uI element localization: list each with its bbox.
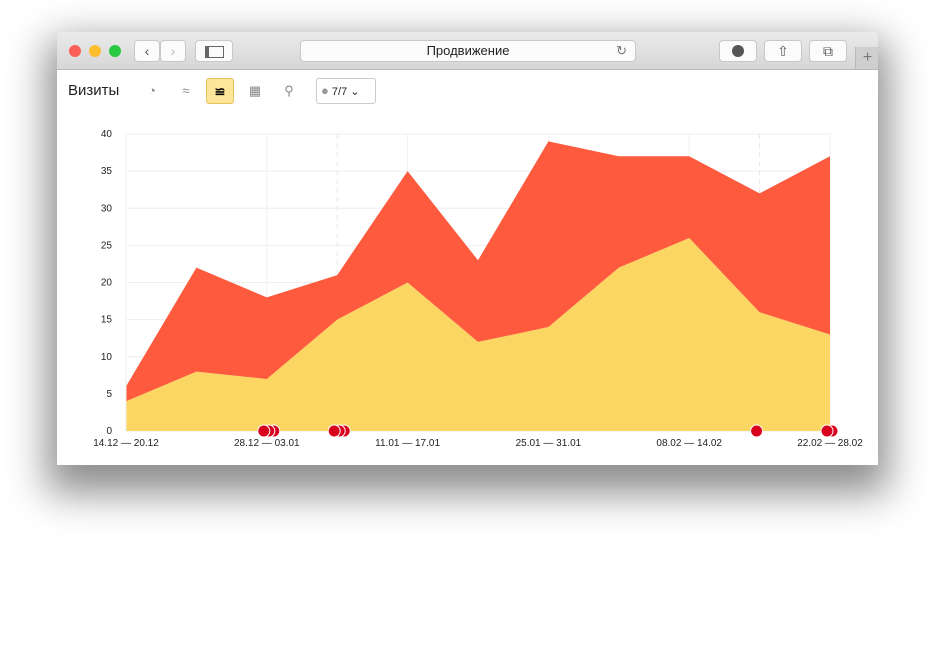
back-button[interactable]: ‹ <box>134 40 160 62</box>
x-tick-label: 22.02 — 28.02 <box>797 438 863 449</box>
note-marker-icon <box>257 424 271 438</box>
share-icon: ⇧ <box>777 43 789 59</box>
x-tick-label: 25.01 — 31.01 <box>516 438 582 449</box>
bar-chart-button[interactable]: ▦ <box>241 78 269 104</box>
share-button[interactable]: ⇧ <box>764 40 802 62</box>
note-marker-icon <box>327 424 341 438</box>
chevron-down-icon: ⌄ <box>350 86 360 98</box>
sidebar-button[interactable] <box>195 40 233 62</box>
y-tick-label: 5 <box>106 389 112 400</box>
y-tick-label: 20 <box>101 278 113 289</box>
map-button[interactable]: ⚲ <box>275 78 303 104</box>
close-window-button[interactable] <box>69 45 81 57</box>
y-tick-label: 25 <box>101 240 113 251</box>
report-toolbar: Визиты ◔ ≈ ≌ ▦ ⚲ ● 7/7 ⌄ <box>57 70 878 110</box>
x-tick-label: 28.12 — 03.01 <box>234 438 300 449</box>
download-button[interactable] <box>719 40 757 62</box>
chevron-right-icon: › <box>170 43 176 59</box>
x-tick-label: 11.01 — 17.01 <box>375 438 440 449</box>
y-tick-label: 10 <box>101 352 113 363</box>
notes-count: 7/7 <box>331 86 348 98</box>
zoom-window-button[interactable] <box>109 45 121 57</box>
note-marker[interactable] <box>327 424 351 438</box>
tabs-button[interactable]: ⧉ <box>809 40 847 62</box>
browser-window: ‹ › Продвижение ↻ ⇧ ⧉ + Визиты ◔ ≈ ≌ ▦ ⚲ … <box>57 32 878 465</box>
area-series-1 <box>126 237 830 431</box>
line-chart-button[interactable]: ≈ <box>172 78 200 104</box>
note-marker[interactable] <box>820 424 839 438</box>
page-title: Продвижение <box>426 43 510 58</box>
y-tick-label: 0 <box>106 426 112 437</box>
reload-icon[interactable]: ↻ <box>616 43 627 58</box>
minimize-window-button[interactable] <box>89 45 101 57</box>
x-tick-label: 14.12 — 20.12 <box>93 438 159 449</box>
title-bar: ‹ › Продвижение ↻ ⇧ ⧉ + <box>57 32 878 70</box>
bar-chart-icon: ▦ <box>248 83 262 98</box>
chevron-left-icon: ‹ <box>144 43 150 59</box>
report-title: Визиты <box>68 82 120 99</box>
note-marker-icon <box>750 424 764 438</box>
sidebar-icon <box>204 46 224 58</box>
forward-button[interactable]: › <box>160 40 186 62</box>
note-marker[interactable] <box>750 424 764 438</box>
notes-dropdown[interactable]: ● 7/7 ⌄ <box>316 78 376 104</box>
pie-chart-button[interactable]: ◔ <box>138 78 166 104</box>
line-chart-icon: ≈ <box>182 83 190 98</box>
y-tick-label: 30 <box>101 203 113 214</box>
x-tick-label: 08.02 — 14.02 <box>656 438 722 449</box>
y-tick-label: 15 <box>101 315 113 326</box>
pie-chart-icon: ◔ <box>148 83 156 98</box>
map-pin-icon: ⚲ <box>284 83 294 98</box>
y-tick-label: 35 <box>101 166 113 177</box>
y-tick-label: 40 <box>101 129 113 140</box>
area-series-2 <box>126 141 830 402</box>
tabs-icon: ⧉ <box>823 43 833 59</box>
address-bar[interactable]: Продвижение ↻ <box>300 40 636 62</box>
new-tab-button[interactable]: + <box>855 47 878 69</box>
comment-icon: ● <box>321 83 329 98</box>
stacked-area-icon: ≌ <box>214 84 226 99</box>
stacked-area-button[interactable]: ≌ <box>206 78 234 104</box>
note-marker-icon <box>820 424 834 438</box>
visits-chart: 0 5 10 15 20 25 30 35 40 14.12 — 20.12 28.12 — 03.… <box>93 129 863 449</box>
download-icon <box>732 45 744 57</box>
note-marker[interactable] <box>257 424 281 438</box>
